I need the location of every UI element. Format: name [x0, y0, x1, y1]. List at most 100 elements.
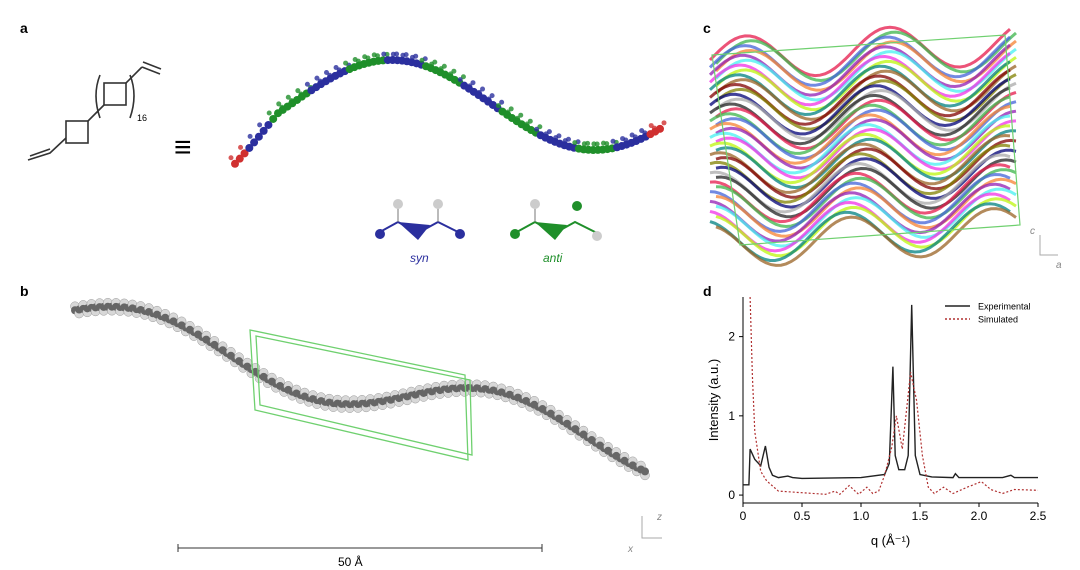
- bead: [259, 126, 268, 135]
- y-axis-label: Intensity (a.u.): [706, 359, 721, 441]
- panel-label-d: d: [703, 283, 712, 299]
- hydrogen-bead: [362, 54, 368, 60]
- crystal-chain-model: [70, 297, 650, 481]
- hydrogen-bead: [467, 83, 473, 89]
- hydrogen-bead: [457, 77, 463, 83]
- y-tick-label: 1: [728, 409, 735, 423]
- hydrogen-bead: [324, 70, 330, 76]
- hydrogen-bead: [438, 66, 444, 72]
- bead: [264, 120, 273, 129]
- axis-z-label: z: [656, 512, 662, 523]
- anti-label: anti: [543, 251, 563, 265]
- hydrogen-bead: [295, 88, 301, 94]
- hydrogen-bead: [562, 138, 568, 144]
- axis-a-label: a: [1056, 260, 1062, 271]
- bead: [235, 154, 244, 163]
- x-tick-label: 1.0: [853, 509, 870, 523]
- polymer-chain: [708, 25, 1012, 78]
- carbon-atom: [641, 467, 649, 476]
- hydrogen-bead: [419, 57, 425, 63]
- hydrogen-bead: [572, 140, 578, 146]
- bead: [231, 159, 239, 168]
- syn-conformer: [375, 199, 465, 240]
- polymer-chain: [715, 138, 1017, 199]
- polymer-ball-model: [228, 51, 667, 168]
- polymer-chain: [715, 148, 1017, 209]
- hydrogen-bead: [591, 141, 597, 147]
- hydrogen-bead: [228, 155, 234, 161]
- hydrogen-bead: [429, 61, 435, 67]
- hydrogen-bead: [620, 136, 626, 142]
- crystal-packing-model: [708, 25, 1017, 267]
- hydrogen-bead: [352, 56, 358, 62]
- x-axis-label: q (Å⁻¹): [871, 533, 910, 548]
- hydrogen-bead: [499, 99, 505, 105]
- polymer-chain: [715, 168, 1017, 229]
- hydrogen-bead: [285, 94, 291, 100]
- axes-icon-c: [1039, 235, 1058, 256]
- hydrogen-bead: [527, 118, 533, 124]
- hydrogen-bead: [276, 101, 282, 107]
- equivalence-symbol: ≡: [174, 131, 192, 164]
- hydrogen-bead: [390, 51, 396, 57]
- polymer-chain: [715, 207, 1017, 267]
- hydrogen-bead: [543, 131, 549, 137]
- hydrogen-bead: [409, 54, 415, 60]
- panel-label-a: a: [20, 20, 28, 36]
- hydrogen-bead: [476, 89, 482, 95]
- hydrogen-bead: [400, 52, 406, 58]
- bead: [656, 124, 664, 133]
- x-tick-label: 0: [740, 509, 747, 523]
- anti-conformer: [510, 199, 602, 241]
- polymer-chain: [715, 129, 1017, 190]
- unit-cell: [249, 329, 473, 461]
- axes-icon-b: [641, 516, 662, 539]
- panel-label-b: b: [20, 283, 29, 299]
- hydrogen-bead: [515, 115, 521, 121]
- legend-label: Simulated: [978, 315, 1018, 325]
- hydrogen-bead: [661, 120, 667, 126]
- bead: [245, 143, 254, 152]
- series-line-experimental: [743, 304, 1038, 486]
- syn-label: syn: [410, 251, 429, 265]
- hydrogen-bead: [524, 121, 530, 127]
- skeletal-structure: [27, 61, 162, 161]
- unit-cell-c: [711, 34, 1021, 246]
- y-tick-label: 0: [728, 488, 735, 502]
- polymer-chain: [709, 202, 1011, 262]
- legend-label: Experimental: [978, 302, 1031, 312]
- hydrogen-bead: [238, 144, 244, 150]
- hydrogen-bead: [333, 64, 339, 70]
- hydrogen-bead: [381, 51, 387, 57]
- hydrogen-bead: [314, 75, 320, 81]
- hydrogen-bead: [247, 133, 253, 139]
- hydrogen-bead: [600, 140, 606, 146]
- bead: [240, 149, 249, 158]
- bead: [254, 132, 263, 141]
- hydrogen-bead: [495, 103, 501, 109]
- axis-c-label: c: [1030, 226, 1035, 237]
- hydrogen-bead: [371, 52, 377, 58]
- hydrogen-bead: [629, 132, 635, 138]
- hydrogen-bead: [610, 138, 616, 144]
- axis-x-label: x: [627, 544, 634, 555]
- polymer-chain: [715, 158, 1017, 219]
- hydrogen-bead: [518, 112, 524, 118]
- hydrogen-bead: [266, 110, 272, 116]
- repeat-subscript: 16: [137, 113, 147, 123]
- hydrogen-bead: [489, 93, 495, 99]
- hydrogen-bead: [480, 86, 486, 92]
- hydrogen-bead: [448, 71, 454, 77]
- hydrogen-bead: [508, 106, 514, 112]
- scale-bar: [177, 544, 543, 552]
- y-tick-label: 2: [728, 330, 735, 344]
- hydrogen-bead: [343, 60, 349, 66]
- hydrogen-bead: [581, 141, 587, 147]
- x-tick-label: 1.5: [912, 509, 929, 523]
- hydrogen-bead: [639, 128, 645, 134]
- polymer-chain: [708, 51, 1011, 107]
- hydrogen-bead: [648, 123, 654, 129]
- hydrogen-bead: [486, 96, 492, 102]
- polymer-chain: [708, 35, 1011, 87]
